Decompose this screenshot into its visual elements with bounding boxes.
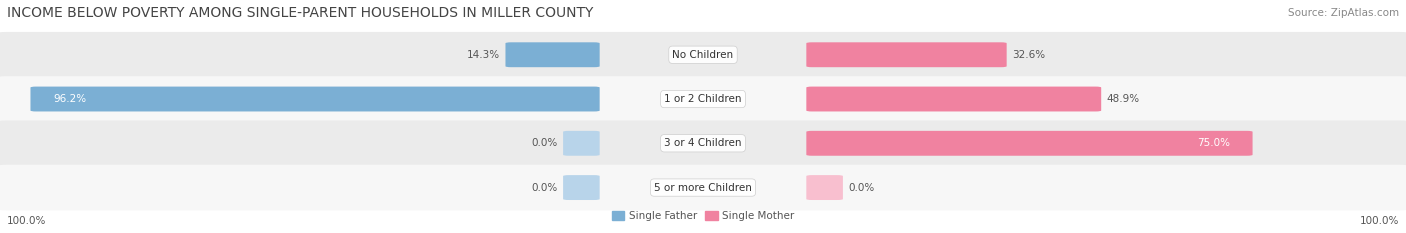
FancyBboxPatch shape (807, 42, 1007, 67)
FancyBboxPatch shape (0, 32, 1406, 78)
Text: 32.6%: 32.6% (1012, 50, 1046, 60)
FancyBboxPatch shape (0, 76, 1406, 122)
Text: 0.0%: 0.0% (849, 183, 875, 192)
FancyBboxPatch shape (0, 165, 1406, 210)
FancyBboxPatch shape (807, 87, 1101, 111)
Text: Source: ZipAtlas.com: Source: ZipAtlas.com (1288, 8, 1399, 18)
FancyBboxPatch shape (807, 131, 1253, 156)
Text: 0.0%: 0.0% (531, 138, 557, 148)
FancyBboxPatch shape (506, 42, 599, 67)
FancyBboxPatch shape (0, 120, 1406, 166)
FancyBboxPatch shape (807, 175, 844, 200)
Text: 100.0%: 100.0% (1360, 216, 1399, 226)
Text: 1 or 2 Children: 1 or 2 Children (664, 94, 742, 104)
FancyBboxPatch shape (562, 131, 599, 156)
FancyBboxPatch shape (31, 87, 599, 111)
Text: 0.0%: 0.0% (531, 183, 557, 192)
Text: 75.0%: 75.0% (1197, 138, 1230, 148)
Legend: Single Father, Single Mother: Single Father, Single Mother (607, 207, 799, 226)
Text: 100.0%: 100.0% (7, 216, 46, 226)
Text: 96.2%: 96.2% (53, 94, 86, 104)
Text: 48.9%: 48.9% (1107, 94, 1140, 104)
Text: INCOME BELOW POVERTY AMONG SINGLE-PARENT HOUSEHOLDS IN MILLER COUNTY: INCOME BELOW POVERTY AMONG SINGLE-PARENT… (7, 6, 593, 20)
Text: 3 or 4 Children: 3 or 4 Children (664, 138, 742, 148)
Text: 14.3%: 14.3% (467, 50, 501, 60)
Text: No Children: No Children (672, 50, 734, 60)
FancyBboxPatch shape (562, 175, 599, 200)
Text: 5 or more Children: 5 or more Children (654, 183, 752, 192)
